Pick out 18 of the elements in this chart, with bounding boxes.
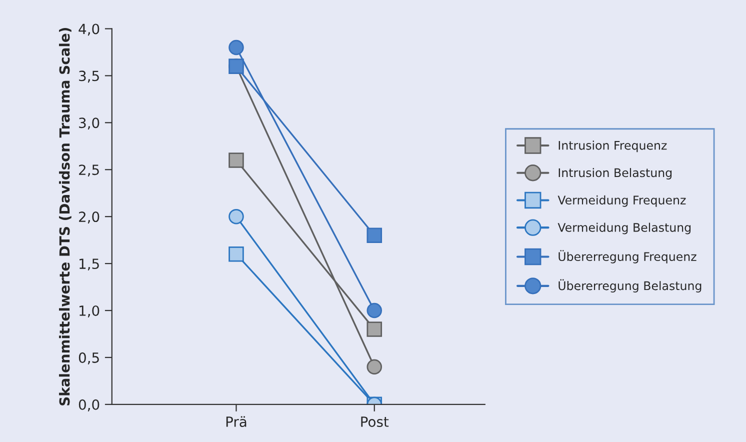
legend-label: Vermeidung Frequenz — [558, 195, 686, 207]
x-tick-label: Post — [361, 416, 389, 427]
y-tick-label: 3,0 — [79, 118, 100, 130]
legend-label: Übererregung Belastung — [558, 279, 702, 292]
legend-label: Intrusion Belastung — [558, 168, 672, 180]
legend-label: Vermeidung Belastung — [558, 222, 691, 234]
y-tick-label: 4,0 — [78, 24, 100, 36]
y-tick-label: 2,5 — [79, 164, 99, 177]
y-tick-label: 0,5 — [78, 352, 99, 364]
y-tick-label: 3,5 — [79, 70, 99, 83]
y-tick-label: 1,5 — [80, 258, 99, 270]
y-tick-label: 2,0 — [79, 212, 100, 224]
x-tick-label: Prä — [226, 416, 246, 427]
y-axis-title: Skalenmittelwerte DTS (Davidson Trauma Scale) — [59, 28, 72, 406]
y-tick-label: 0,0 — [78, 399, 100, 412]
legend-label: Übererregung Frequenz — [558, 250, 696, 264]
legend-label: Intrusion Frequenz — [558, 140, 667, 152]
y-tick-label: 1,0 — [80, 305, 100, 318]
